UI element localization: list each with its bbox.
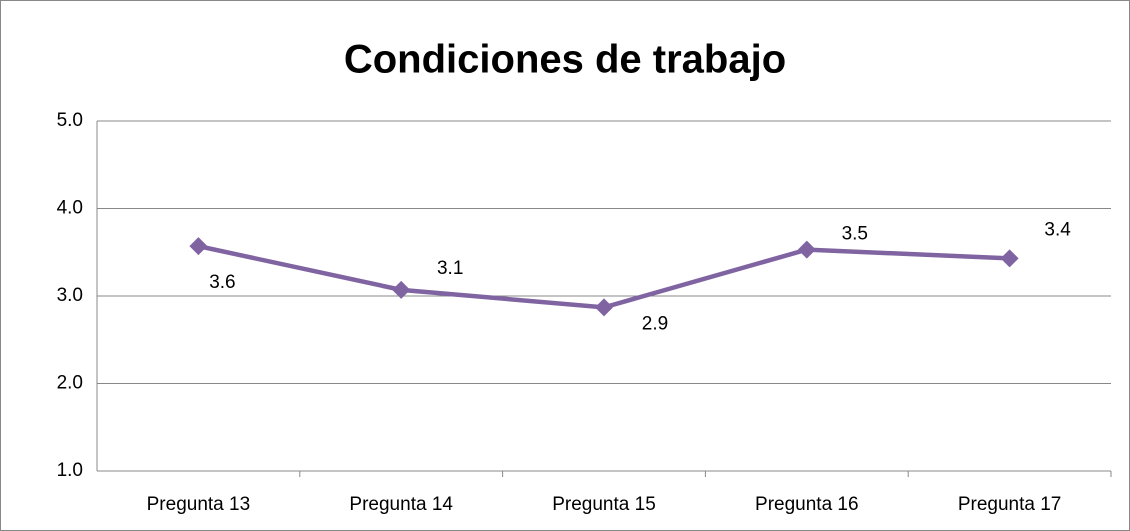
y-tick-label: 3.0 [57,285,83,306]
data-point [595,298,613,317]
data-label: 3.5 [842,224,868,245]
y-tick-label: 5.0 [57,110,83,131]
chart-title: Condiciones de trabajo [344,38,786,82]
data-label: 3.1 [437,258,463,279]
data-point [189,237,208,256]
data-point [392,280,411,299]
data-label: 2.9 [642,313,668,334]
y-tick-label: 1.0 [57,460,83,481]
x-tick-label: Pregunta 13 [147,494,251,515]
x-tick-label: Pregunta 14 [349,494,453,515]
data-point [1000,249,1019,268]
data-label: 3.6 [209,272,235,293]
x-tick-label: Pregunta 17 [958,494,1062,515]
x-tick-label: Pregunta 16 [755,494,859,515]
y-tick-label: 4.0 [57,198,83,219]
data-point [797,240,816,259]
x-tick-label: Pregunta 15 [552,494,656,515]
data-label: 3.4 [1044,219,1071,240]
y-tick-label: 2.0 [57,373,83,394]
